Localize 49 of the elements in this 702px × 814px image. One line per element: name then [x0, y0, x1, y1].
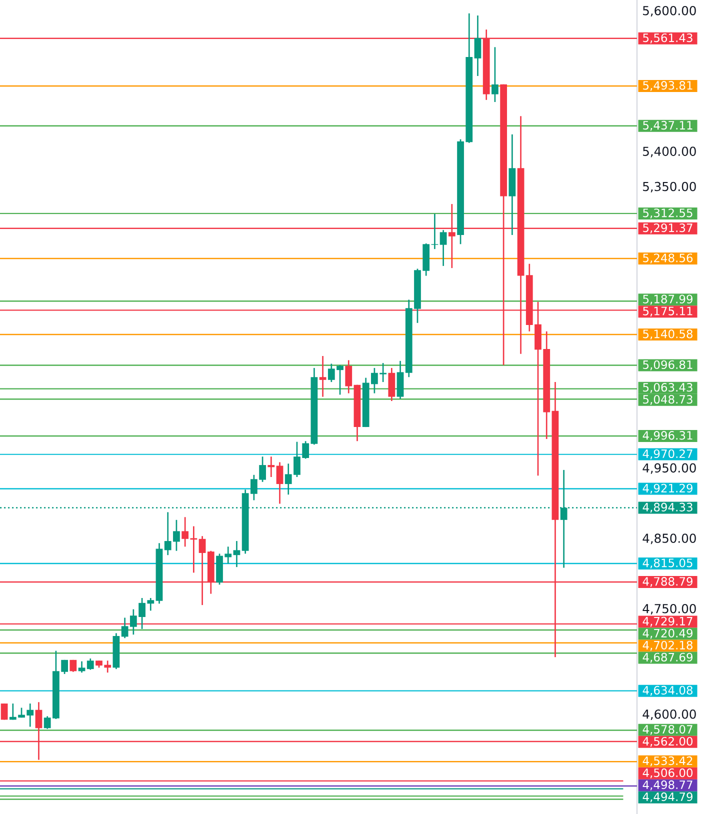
- ref-line-label: 5,248.56: [643, 254, 693, 264]
- ref-line-label: 4,687.69: [642, 652, 692, 663]
- candlestick: [233, 540, 240, 568]
- ref-line-label: 5,437.11: [643, 120, 692, 131]
- ref-line-label: 4,494.79: [642, 792, 692, 802]
- candlestick: [474, 14, 482, 77]
- y-tick-label: 4,950.00: [642, 463, 696, 474]
- y-tick-label: 4,750.00: [642, 604, 696, 615]
- ref-line-label: 4,634.08: [642, 686, 692, 696]
- y-tick-label: 5,600.00: [643, 6, 696, 17]
- candlestick: [492, 46, 498, 103]
- ref-line-label: 4,970.27: [642, 449, 692, 460]
- ref-line-label: 5,175.11: [643, 306, 692, 316]
- ref-line-label: 5,048.73: [643, 395, 692, 405]
- candlestick: [431, 213, 438, 250]
- ref-line-label: 5,096.81: [643, 360, 692, 370]
- ref-line-label: 4,578.07: [642, 724, 692, 735]
- ref-line-label: 5,561.43: [643, 33, 692, 44]
- candlestick: [86, 658, 94, 670]
- candlestick: [0, 702, 8, 720]
- y-tick-label: 5,350.00: [643, 182, 696, 192]
- candlestick: [268, 456, 275, 478]
- candlestick: [276, 462, 284, 504]
- ref-line-label: 4,506.00: [642, 768, 693, 778]
- ref-line-label: 5,187.99: [643, 294, 692, 305]
- y-tick-label: 4,600.00: [642, 710, 696, 720]
- ref-line-label: 4,729.17: [642, 616, 692, 627]
- candlestick: [78, 660, 86, 674]
- ref-line-label: 4,702.18: [642, 640, 692, 651]
- candlestick: [319, 355, 326, 398]
- candlestick: [440, 229, 447, 267]
- ref-line-label: 4,562.00: [642, 736, 693, 747]
- ref-line-label: 5,493.81: [643, 81, 692, 91]
- ref-line-label: 4,498.77: [642, 780, 692, 790]
- ref-line-label: 5,291.37: [643, 223, 692, 234]
- ref-line-label: 4,720.49: [642, 628, 692, 639]
- ref-line-label: 4,921.29: [642, 484, 692, 494]
- ref-line-label: 4,996.31: [642, 431, 692, 441]
- ref-line-label: 5,063.43: [643, 383, 692, 393]
- candlestick: [388, 367, 396, 402]
- ref-line-label: 4,788.79: [642, 577, 692, 587]
- ref-line-label: 5,140.58: [643, 330, 692, 340]
- ref-line-label: 4,894.33: [642, 502, 692, 513]
- ref-line-label: 5,312.55: [643, 208, 692, 218]
- ref-line-label: 4,533.42: [642, 756, 692, 766]
- y-tick-label: 4,850.00: [642, 534, 696, 544]
- candlestick: [345, 360, 352, 394]
- ref-line-label: 4,815.05: [642, 558, 692, 568]
- y-tick-label: 5,400.00: [643, 146, 696, 158]
